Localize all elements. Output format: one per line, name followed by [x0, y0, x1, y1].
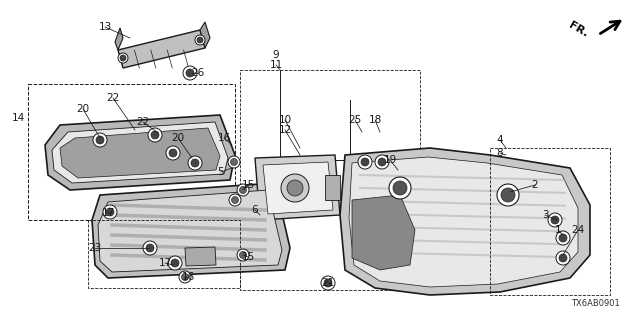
Circle shape	[96, 136, 104, 144]
Circle shape	[195, 35, 205, 45]
Circle shape	[559, 234, 567, 242]
Text: 20: 20	[76, 104, 90, 114]
Circle shape	[103, 205, 117, 219]
Circle shape	[229, 194, 241, 206]
Text: 17: 17	[158, 258, 172, 268]
Text: 4: 4	[497, 135, 503, 145]
Circle shape	[120, 55, 126, 61]
Text: 2: 2	[532, 180, 538, 190]
Circle shape	[146, 244, 154, 252]
Text: 14: 14	[12, 113, 24, 123]
Polygon shape	[45, 115, 235, 190]
Circle shape	[324, 279, 332, 287]
Text: 17: 17	[101, 208, 115, 218]
Circle shape	[106, 208, 114, 216]
Circle shape	[186, 69, 194, 77]
Circle shape	[361, 158, 369, 166]
Text: 16: 16	[218, 133, 230, 143]
Circle shape	[287, 180, 303, 196]
Text: 16: 16	[181, 272, 195, 282]
Text: 9: 9	[273, 50, 279, 60]
Polygon shape	[118, 30, 205, 68]
Polygon shape	[200, 22, 210, 48]
Circle shape	[497, 184, 519, 206]
Text: 19: 19	[383, 155, 397, 165]
Polygon shape	[340, 148, 590, 295]
Polygon shape	[92, 183, 290, 278]
Circle shape	[143, 241, 157, 255]
Circle shape	[501, 188, 515, 202]
Text: 15: 15	[241, 252, 255, 262]
Text: 24: 24	[572, 225, 584, 235]
Circle shape	[358, 155, 372, 169]
Circle shape	[237, 184, 249, 196]
Text: 15: 15	[241, 180, 255, 190]
Text: 6: 6	[252, 205, 259, 215]
Polygon shape	[98, 190, 282, 272]
Text: 21: 21	[321, 278, 335, 288]
Circle shape	[148, 128, 162, 142]
Polygon shape	[185, 247, 216, 266]
Circle shape	[169, 149, 177, 157]
Circle shape	[93, 133, 107, 147]
Circle shape	[230, 158, 237, 165]
Circle shape	[389, 177, 411, 199]
Circle shape	[191, 159, 199, 167]
Circle shape	[183, 66, 197, 80]
Circle shape	[321, 276, 335, 290]
Polygon shape	[349, 157, 578, 287]
Circle shape	[118, 53, 128, 63]
Circle shape	[393, 181, 407, 195]
Polygon shape	[115, 28, 123, 50]
Text: 1: 1	[555, 225, 561, 235]
Polygon shape	[60, 128, 220, 178]
Text: FR.: FR.	[567, 20, 590, 39]
Circle shape	[188, 156, 202, 170]
Circle shape	[197, 37, 203, 43]
Text: 22: 22	[136, 117, 150, 127]
Text: 23: 23	[88, 243, 102, 253]
Polygon shape	[255, 155, 340, 220]
Circle shape	[182, 274, 189, 281]
Text: 10: 10	[278, 115, 292, 125]
Circle shape	[239, 252, 246, 259]
Text: 26: 26	[191, 68, 205, 78]
Circle shape	[228, 156, 240, 168]
Circle shape	[281, 174, 309, 202]
Text: 25: 25	[348, 115, 362, 125]
Text: 8: 8	[497, 148, 503, 158]
Text: 11: 11	[269, 60, 283, 70]
Circle shape	[166, 146, 180, 160]
Polygon shape	[352, 195, 415, 270]
Circle shape	[171, 259, 179, 267]
Circle shape	[239, 187, 246, 194]
Text: 5: 5	[218, 167, 224, 177]
Text: 22: 22	[106, 93, 120, 103]
Circle shape	[151, 131, 159, 139]
Circle shape	[559, 254, 567, 262]
Circle shape	[548, 213, 562, 227]
Circle shape	[556, 231, 570, 245]
Circle shape	[551, 216, 559, 224]
Circle shape	[556, 251, 570, 265]
Circle shape	[378, 158, 386, 166]
Polygon shape	[52, 122, 228, 183]
Circle shape	[179, 271, 191, 283]
Polygon shape	[325, 175, 340, 200]
Text: 18: 18	[369, 115, 381, 125]
Circle shape	[168, 256, 182, 270]
Text: 3: 3	[541, 210, 548, 220]
Circle shape	[237, 249, 249, 261]
Polygon shape	[263, 162, 333, 214]
Circle shape	[375, 155, 389, 169]
Circle shape	[232, 196, 239, 204]
Text: TX6AB0901: TX6AB0901	[572, 299, 620, 308]
Text: 12: 12	[278, 125, 292, 135]
Text: 13: 13	[99, 22, 111, 32]
Text: 20: 20	[172, 133, 184, 143]
